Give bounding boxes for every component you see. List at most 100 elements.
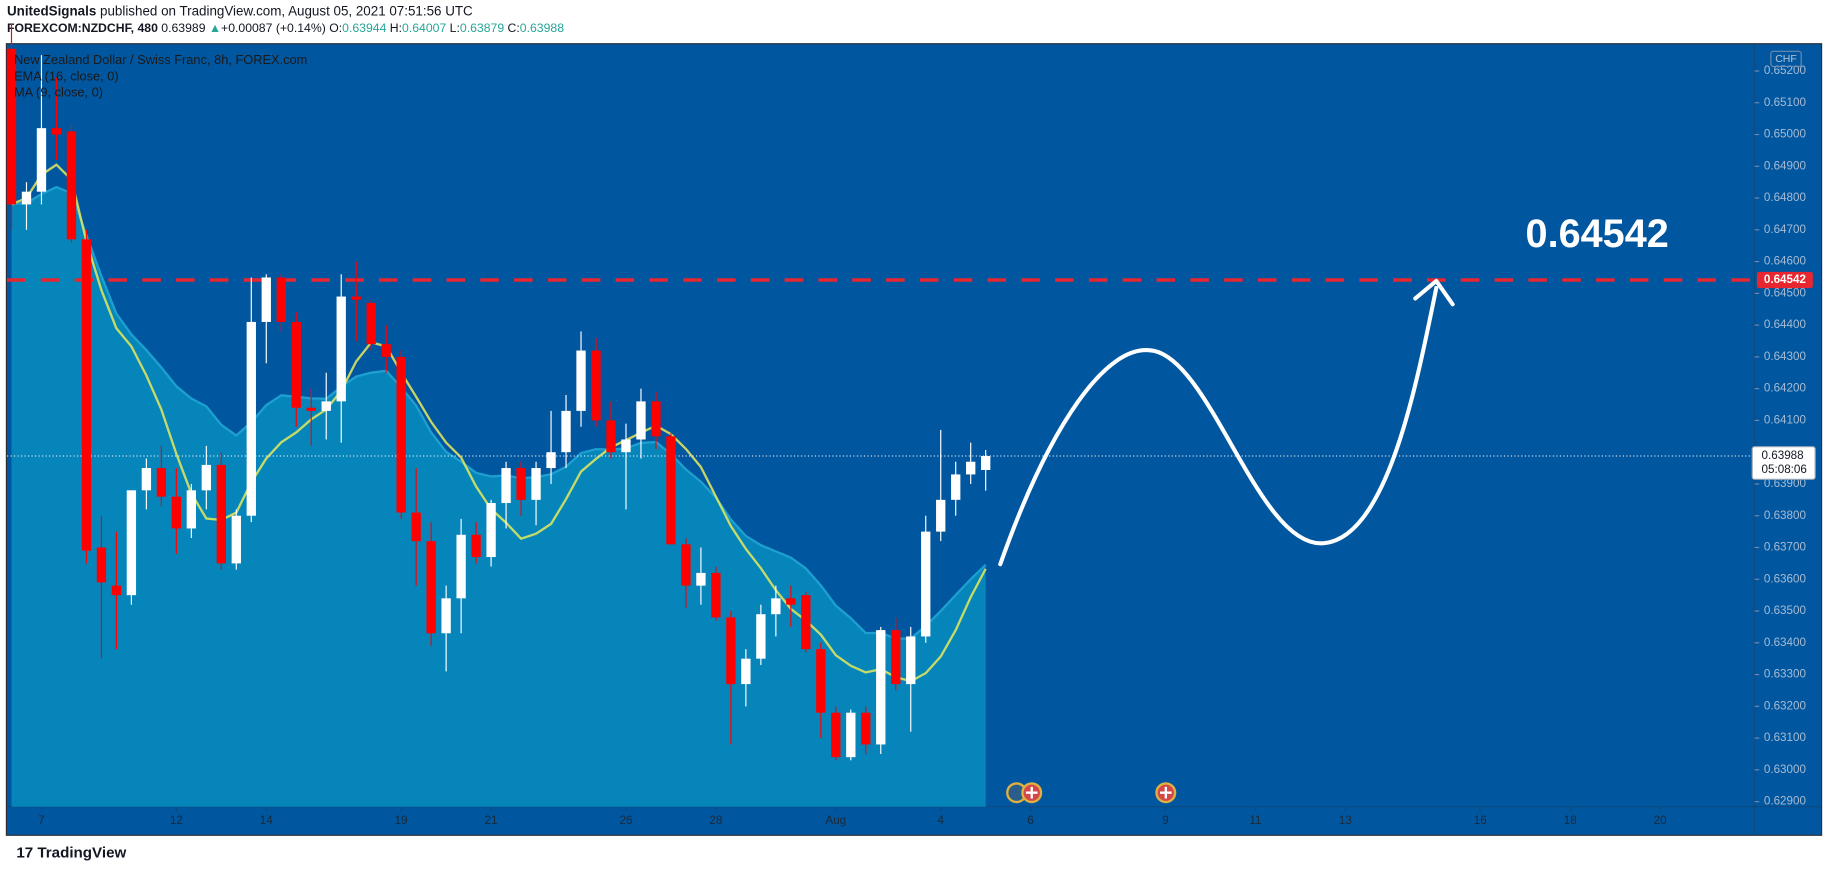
candle-body [786, 598, 796, 605]
x-tick-label: 14 [260, 814, 273, 827]
l-label: L: [450, 21, 460, 35]
y-tick-label: 0.64900 [1764, 159, 1807, 172]
candle-body [186, 490, 197, 529]
currency-box [1770, 50, 1802, 68]
candle-body [816, 649, 826, 713]
candle-body [681, 544, 691, 586]
candle-body [606, 420, 616, 453]
candle-body [621, 439, 631, 453]
x-tick-label: 4 [937, 814, 944, 827]
price-label-box [1751, 446, 1816, 480]
forecast-curve [998, 285, 1439, 567]
y-tick-label: 0.65100 [1764, 96, 1807, 109]
candle-body [876, 630, 886, 745]
price-label: 0.63988 [1762, 449, 1804, 462]
candle-body [726, 617, 736, 685]
candle-body [546, 452, 556, 469]
candle-body [441, 598, 451, 634]
level-label-box [1756, 271, 1813, 289]
candle-body [21, 191, 32, 205]
candle-body [381, 344, 391, 357]
legend-ema: EMA (16, close, 0) [14, 68, 119, 83]
y-tick-label: 0.64100 [1764, 414, 1807, 427]
change: +0.00087 (+0.14%) [221, 21, 326, 35]
candle-body [801, 595, 811, 650]
candle-body [531, 468, 541, 500]
h-value: 0.64007 [402, 21, 446, 35]
legend-ma: MA (9, close, 0) [14, 85, 103, 100]
candle-body [906, 636, 916, 685]
y-tick-label: 0.64400 [1764, 318, 1807, 331]
candle-body [921, 531, 931, 637]
candle-body [111, 585, 122, 596]
symbol-line: FOREXCOM:NZDCHF, 480 0.63989 ▲+0.00087 (… [7, 21, 564, 35]
event-icons [1006, 782, 1177, 804]
y-tick-label: 0.64500 [1764, 286, 1807, 299]
level-label: 0.64542 [1764, 273, 1807, 286]
arrow: ▲ [209, 21, 221, 35]
candle-body [231, 515, 241, 564]
y-tick-label: 0.63000 [1764, 763, 1807, 776]
candle-body [981, 456, 991, 470]
level-annotation: 0.64542 [1526, 212, 1669, 256]
candle-body [51, 128, 62, 135]
candle-body [471, 534, 481, 558]
candle-body [486, 503, 496, 558]
x-tick-label: 7 [38, 814, 44, 827]
author: UnitedSignals [7, 3, 96, 18]
countdown: 05:08:06 [1762, 463, 1807, 476]
x-tick-label: 26 [620, 814, 633, 827]
candle-body [966, 461, 976, 475]
x-tick-label: 11 [1249, 814, 1261, 827]
x-tick-label: 9 [1162, 814, 1168, 827]
currency: CHF [1775, 54, 1797, 65]
candle-body [156, 468, 167, 497]
candle-body [411, 512, 421, 542]
y-tick-label: 0.64600 [1764, 255, 1807, 268]
candle-body [336, 296, 346, 402]
y-tick-label: 0.63100 [1764, 731, 1807, 744]
published: published on TradingView.com, August 05,… [100, 3, 473, 18]
x-tick-label: 28 [709, 814, 722, 827]
candle-body [741, 658, 751, 685]
candle-body [36, 128, 47, 192]
candle-body [561, 410, 571, 453]
y-tick-label: 0.63700 [1764, 541, 1807, 554]
y-tick-label: 0.62900 [1764, 795, 1807, 808]
candle-body [96, 547, 107, 583]
header-line: UnitedSignals published on TradingView.c… [7, 3, 473, 18]
x-tick-label: 18 [1564, 814, 1577, 827]
y-tick-label: 0.64300 [1764, 350, 1807, 363]
candle-body [306, 407, 316, 411]
x-tick-label: 21 [485, 814, 498, 827]
y-tick-label: 0.63300 [1764, 668, 1807, 681]
candle-body [66, 131, 77, 240]
y-tick-label: 0.65000 [1764, 128, 1807, 141]
candle-body [396, 356, 406, 513]
symbol: FOREXCOM:NZDCHF, 480 [7, 21, 158, 35]
x-tick-label: 16 [1474, 814, 1487, 827]
candle-body [651, 401, 661, 437]
candle-body [666, 436, 676, 545]
footer-text: TradingView [37, 844, 126, 861]
candle-body [171, 496, 182, 529]
candle-body [846, 712, 856, 758]
candle-body [456, 534, 466, 599]
candle-body [81, 239, 92, 551]
price: 0.63989 [161, 21, 205, 35]
y-tick-label: 0.63900 [1764, 477, 1807, 490]
l-value: 0.63879 [460, 21, 504, 35]
x-tick-label: 6 [1027, 814, 1033, 827]
h-label: H: [390, 21, 402, 35]
candle-body [141, 468, 152, 491]
y-tick-label: 0.63400 [1764, 636, 1807, 649]
candle-body [756, 614, 766, 659]
candle-body [696, 572, 706, 586]
candle-body [126, 490, 137, 596]
x-tick-label: 12 [170, 814, 183, 827]
candle-body [201, 464, 211, 491]
y-tick-label: 0.63500 [1764, 604, 1807, 617]
legend-title: New Zealand Dollar / Swiss Franc, 8h, FO… [14, 52, 307, 67]
candle-body [261, 277, 271, 322]
